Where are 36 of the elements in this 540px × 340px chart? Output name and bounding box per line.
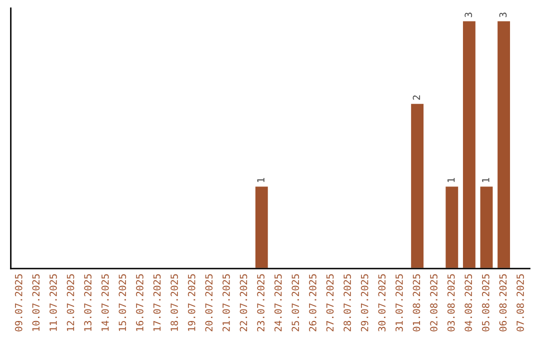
x-tick-label: 21.07.2025 [222,274,230,332]
x-tick-label: 01.08.2025 [412,274,420,332]
data-label: 1 [448,178,455,182]
x-tick-label: 09.07.2025 [14,274,22,332]
x-tick-label: 30.07.2025 [378,274,386,332]
x-tick-label: 25.07.2025 [292,274,300,332]
x-tick-label: 10.07.2025 [32,274,40,331]
x-tick-label: 18.07.2025 [170,274,178,331]
x-tick-label: 14.07.2025 [101,274,109,331]
x-tick-label: 11.07.2025 [50,274,57,331]
x-tick-label: 17.07.2025 [153,274,161,331]
x-tick-label: 13.07.2025 [84,274,92,331]
x-tick-label: 20.07.2025 [205,274,213,332]
x-tick-label: 28.07.2025 [344,274,351,332]
data-label: 2 [412,95,420,100]
data-label: 1 [482,178,490,182]
x-tick-label: 02.08.2025 [430,274,438,332]
x-tick-label: 31.07.2025 [396,274,403,332]
x-tick-label: 15.07.2025 [118,274,126,331]
x-tick-label: 04.08.2025 [464,274,472,332]
data-label: 3 [464,12,472,18]
x-tick-label: 24.07.2025 [274,274,282,332]
x-tick-label: 06.08.2025 [499,274,507,332]
data-label: 1 [257,178,264,182]
x-tick-label: 22.07.2025 [240,274,248,332]
x-tick-label: 26.07.2025 [309,274,316,332]
x-tick-label: 16.07.2025 [136,274,144,331]
x-tick-label: 27.07.2025 [326,274,334,332]
data-label: 3 [499,12,507,18]
x-tick-label: 23.07.2025 [257,274,264,332]
x-tick-label: 19.07.2025 [188,274,196,331]
x-tick-label: 05.08.2025 [482,274,490,332]
x-tick-label: 07.08.2025 [516,274,524,332]
x-tick-label: 12.07.2025 [66,274,74,331]
x-tick-label: 03.08.2025 [447,274,455,332]
x-tick-label: 29.07.2025 [360,274,368,332]
